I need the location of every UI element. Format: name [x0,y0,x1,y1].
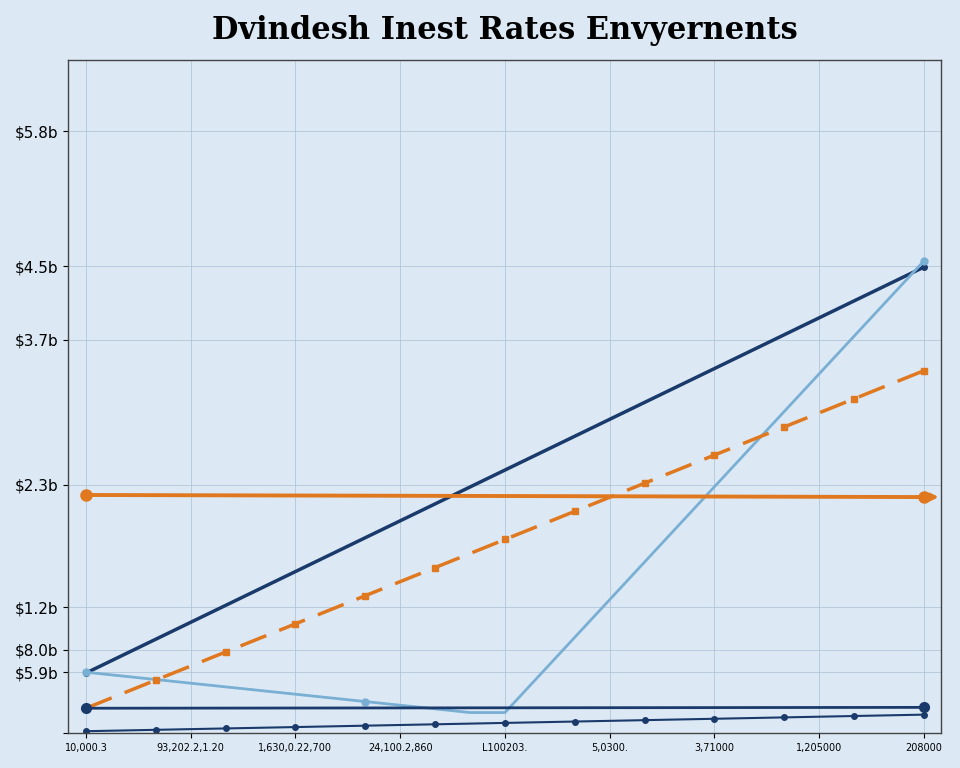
Title: Dvindesh Inest Rates Envyernents: Dvindesh Inest Rates Envyernents [212,15,798,46]
